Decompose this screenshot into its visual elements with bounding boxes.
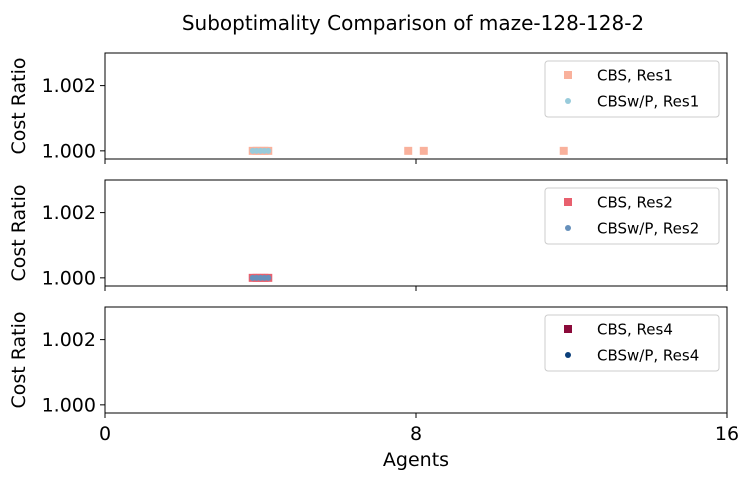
data-point-cbs-res1 <box>404 146 413 155</box>
x-tick-label: 8 <box>410 423 422 445</box>
y-tick-label: 1.000 <box>42 267 96 289</box>
x-tick-label: 0 <box>99 423 111 445</box>
legend-label: CBSw/P, Res1 <box>597 93 699 111</box>
plot-frame <box>104 306 728 414</box>
subplot-1: Cost Ratio 1.000 1.002 CBS, Res1 CBSw/P, Res… <box>8 52 728 164</box>
y-axis-label: Cost Ratio <box>8 311 30 408</box>
y-axis-label: Cost Ratio <box>8 57 30 154</box>
legend-box <box>544 314 720 372</box>
y-tick-label: 1.002 <box>42 75 96 97</box>
legend-swatch-square <box>564 325 572 333</box>
legend-swatch-circle <box>565 98 571 104</box>
legend-label: CBS, Res2 <box>597 194 673 212</box>
legend: CBS, Res4 CBSw/P, Res4 <box>544 314 720 372</box>
x-tick-label: 16 <box>715 423 739 445</box>
x-axis-label: Agents <box>383 449 449 471</box>
legend-swatch-square <box>564 198 572 206</box>
y-tick-label: 1.002 <box>42 329 96 351</box>
figure-title: Suboptimality Comparison of maze-128-128… <box>182 11 644 35</box>
plot-frame <box>104 179 728 287</box>
legend: CBS, Res1 CBSw/P, Res1 <box>544 60 720 118</box>
legend-box <box>544 60 720 118</box>
legend-swatch-circle <box>565 225 571 231</box>
data-point-cbsw-p-res2 <box>265 274 272 281</box>
y-tick-label: 1.002 <box>42 202 96 224</box>
legend-box <box>544 187 720 245</box>
legend-label: CBSw/P, Res4 <box>597 347 699 365</box>
legend-label: CBS, Res4 <box>597 321 673 339</box>
y-tick-label: 1.000 <box>42 140 96 162</box>
data-point-cbs-res1 <box>559 146 568 155</box>
y-axis-label: Cost Ratio <box>8 184 30 281</box>
plot-frame <box>104 52 728 160</box>
data-point-cbsw-p-res1 <box>265 147 272 154</box>
legend-swatch-square <box>564 71 572 79</box>
legend-swatch-circle <box>565 352 571 358</box>
legend-label: CBSw/P, Res2 <box>597 220 699 238</box>
y-tick-label: 1.000 <box>42 394 96 416</box>
data-point-cbs-res1 <box>419 146 428 155</box>
legend: CBS, Res2 CBSw/P, Res2 <box>544 187 720 245</box>
legend-label: CBS, Res1 <box>597 67 673 85</box>
subplot-3: Cost Ratio 1.000 1.002 0 8 16 CBS, Res4 CBSw/P,… <box>8 306 739 445</box>
subplot-2: Cost Ratio 1.000 1.002 CBS, Res2 CBSw/P, Res… <box>8 179 728 291</box>
